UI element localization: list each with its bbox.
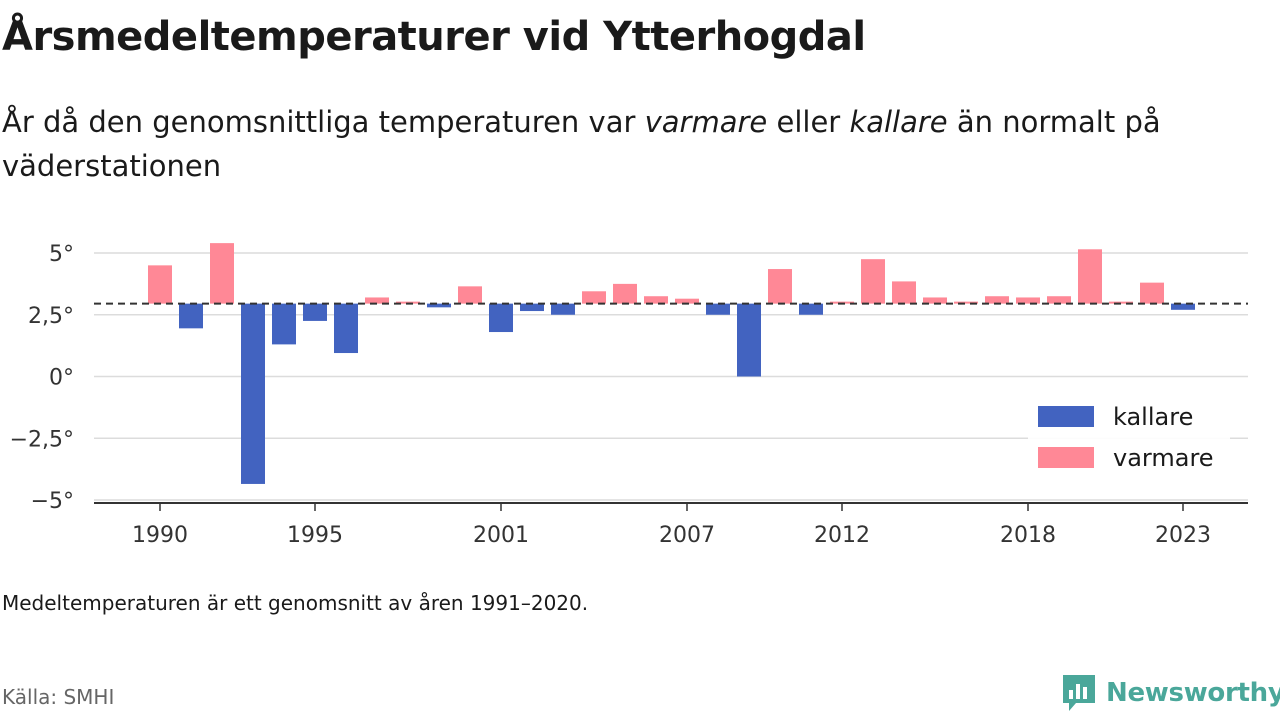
subtitle-cold-word: kallare xyxy=(849,105,948,139)
bar xyxy=(954,301,978,304)
bar xyxy=(303,303,327,321)
source-label: Källa: SMHI xyxy=(2,685,115,709)
x-tick-label: 2012 xyxy=(814,523,870,548)
legend-label-colder: kallare xyxy=(1113,403,1193,431)
legend-swatch-colder xyxy=(1038,406,1094,427)
newsworthy-chart-icon xyxy=(1063,675,1095,711)
bar xyxy=(985,296,1009,304)
bar xyxy=(458,286,482,304)
bar xyxy=(737,303,761,377)
bar xyxy=(1078,249,1102,304)
bar xyxy=(551,303,575,315)
bar xyxy=(1171,303,1195,310)
subtitle-part1: År då den genomsnittliga temperaturen va… xyxy=(2,105,645,139)
newsworthy-logo[interactable]: Newsworthy xyxy=(1060,673,1280,713)
bar xyxy=(1016,297,1040,304)
bar-chart: 5° 2,5° 0° −2,5° −5° 1990 1995 2001 2007 2012 2018… xyxy=(10,242,1248,548)
bar xyxy=(675,298,699,304)
x-tick-label: 2023 xyxy=(1155,523,1211,548)
bar xyxy=(179,303,203,329)
y-tick-label: −5° xyxy=(31,489,74,514)
bar xyxy=(241,303,265,484)
chart-title: Årsmedeltemperaturer vid Ytterhogdal xyxy=(2,14,866,60)
x-tick-label: 2018 xyxy=(1000,523,1056,548)
brand-name: Newsworthy xyxy=(1106,678,1280,708)
bar xyxy=(582,291,606,304)
y-tick-label: 0° xyxy=(49,366,74,391)
bar xyxy=(892,281,916,304)
subtitle-part2: eller xyxy=(767,105,850,139)
x-tick-label: 2001 xyxy=(473,523,529,548)
bar xyxy=(706,303,730,315)
legend-label-warmer: varmare xyxy=(1113,444,1214,472)
bar xyxy=(365,297,389,304)
x-tick-label: 1990 xyxy=(132,523,188,548)
bar xyxy=(148,265,172,304)
bar xyxy=(861,259,885,304)
bar xyxy=(272,303,296,345)
bar xyxy=(613,283,637,304)
bar xyxy=(427,303,451,308)
y-tick-label: 5° xyxy=(49,242,74,267)
subtitle-part3: än normalt på väderstationen xyxy=(2,105,1161,183)
bar xyxy=(520,303,544,312)
bar xyxy=(489,303,513,333)
bar xyxy=(799,303,823,315)
y-tick-label: 2,5° xyxy=(28,304,74,329)
bar xyxy=(1140,282,1164,304)
chart-note: Medeltemperaturen är ett genomsnitt av å… xyxy=(2,591,589,615)
bar xyxy=(334,303,358,354)
bar xyxy=(1047,296,1071,304)
bar xyxy=(210,243,234,304)
subtitle-warm-word: varmare xyxy=(644,105,768,139)
x-tick-label: 1995 xyxy=(287,523,343,548)
bar xyxy=(923,297,947,304)
x-tick-label: 2007 xyxy=(659,523,715,548)
y-tick-label: −2,5° xyxy=(10,427,74,452)
chart-subtitle: År då den genomsnittliga temperaturen va… xyxy=(2,100,1272,188)
legend-swatch-warmer xyxy=(1038,447,1094,468)
bar xyxy=(768,269,792,304)
bar xyxy=(644,296,668,304)
